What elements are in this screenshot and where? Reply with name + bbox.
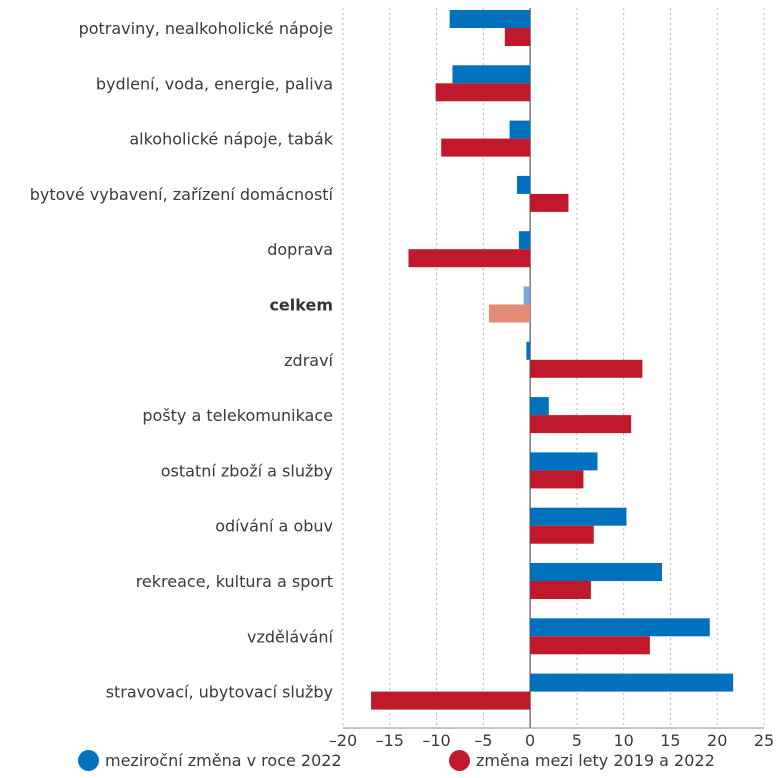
bar-series-1 — [509, 120, 531, 139]
bar-series-2 — [441, 138, 531, 157]
bar-series-2 — [530, 415, 632, 434]
bar-series-2 — [371, 691, 531, 710]
bar-series-1 — [452, 65, 531, 84]
bar-series-2 — [530, 470, 584, 489]
bar-series-1 — [530, 618, 710, 637]
bar-series-1 — [518, 231, 531, 250]
x-tick-label: 5 — [572, 731, 582, 748]
legend-marker-series-2 — [449, 750, 470, 771]
bar-series-2 — [530, 636, 650, 655]
bar-series-2 — [408, 249, 531, 268]
bar-series-2 — [530, 525, 594, 544]
x-tick-label: –20 — [329, 731, 357, 748]
category-labels: potraviny, nealkoholické nápoje bydlení, … — [30, 19, 334, 702]
x-tick-label: 10 — [613, 731, 633, 748]
category-label: odívání a obuv — [215, 517, 333, 536]
category-label: rekreace, kultura a sport — [136, 572, 333, 591]
legend-label-series-2: změna mezi lety 2019 a 2022 — [476, 751, 715, 770]
x-axis-ticks: –20 –15 –10 –5 0 5 10 15 20 25 — [329, 731, 774, 748]
bar-series-1 — [517, 175, 531, 194]
x-tick-label: 25 — [754, 731, 774, 748]
x-tick-label: –5 — [474, 731, 492, 748]
category-label: vzdělávání — [247, 627, 334, 646]
legend-label-series-1: meziroční změna v roce 2022 — [105, 751, 342, 770]
bar-series-2 — [530, 581, 591, 599]
x-tick-label: 0 — [525, 731, 535, 748]
x-tick-label: –10 — [422, 731, 450, 748]
legend-marker-series-1 — [78, 750, 99, 771]
legend-item-series-1: meziroční změna v roce 2022 — [78, 750, 342, 771]
x-tick-label: –15 — [376, 731, 404, 748]
bar-series-2 — [530, 193, 569, 212]
bar-series-1 — [530, 673, 734, 692]
category-label: potraviny, nealkoholické nápoje — [79, 19, 333, 38]
category-label: bydlení, voda, energie, paliva — [96, 74, 333, 93]
x-tick-label: 20 — [707, 731, 727, 748]
bars — [371, 10, 734, 710]
legend: meziroční změna v roce 2022 změna mezi l… — [0, 748, 777, 778]
bar-series-1 — [449, 10, 531, 28]
bar-series-2 — [530, 359, 643, 378]
category-label: pošty a telekomunikace — [142, 406, 333, 425]
category-label: celkem — [269, 296, 333, 315]
x-tick-label: 15 — [660, 731, 680, 748]
category-label: zdraví — [284, 351, 333, 370]
bar-series-1 — [530, 452, 598, 471]
bar-series-1 — [530, 563, 663, 581]
category-label: bytové vybavení, zařízení domácností — [30, 185, 334, 204]
bar-series-1 — [526, 341, 531, 360]
bar-series-1 — [523, 286, 531, 305]
bar-series-2 — [435, 83, 531, 102]
bar-series-1 — [530, 507, 627, 526]
legend-item-series-2: změna mezi lety 2019 a 2022 — [449, 750, 715, 771]
bar-chart: potraviny, nealkoholické nápoje bydlení, … — [30, 8, 774, 748]
category-label: ostatní zboží a služby — [161, 461, 333, 480]
category-label: doprava — [267, 240, 333, 259]
bar-series-1 — [530, 397, 549, 416]
bar-series-2 — [488, 304, 531, 323]
bar-series-2 — [504, 28, 531, 46]
category-label: alkoholické nápoje, tabák — [129, 130, 333, 149]
category-label: stravovací, ubytovací služby — [106, 683, 333, 702]
